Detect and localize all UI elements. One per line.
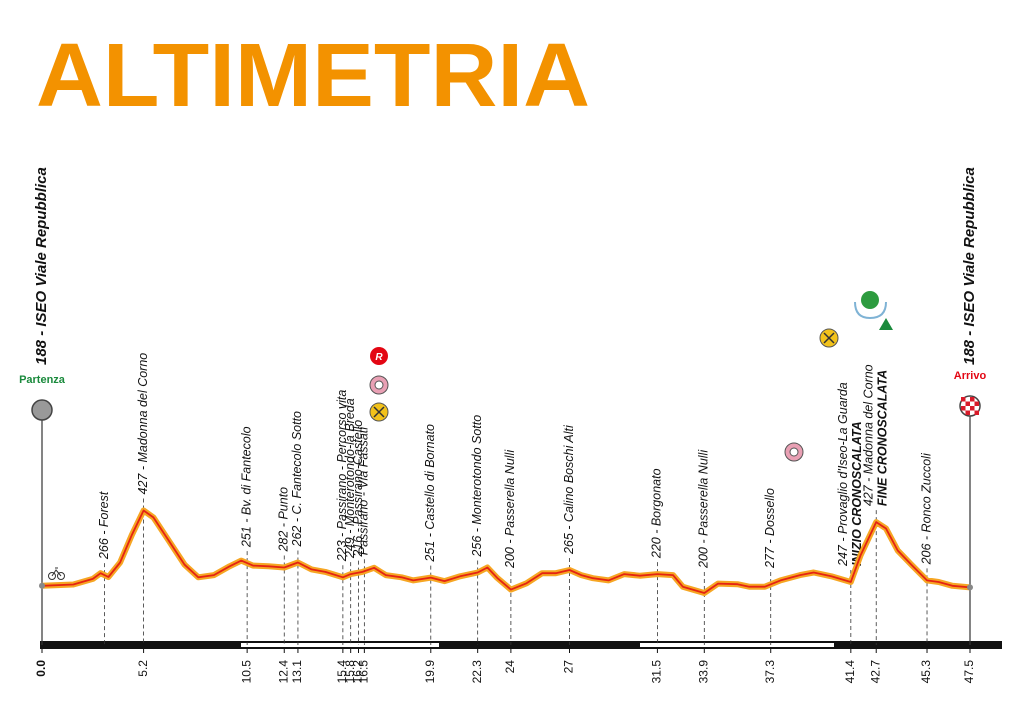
- waypoint-label: 277 - Dossello: [763, 488, 777, 569]
- waypoint-label: 256 - Monterotondo Sotto: [470, 415, 484, 558]
- checker: [961, 397, 966, 402]
- profile-end: [967, 584, 973, 591]
- x-tick-label: 15.8: [343, 660, 357, 684]
- x-tick-label: 15.4: [335, 660, 349, 684]
- x-tick-label: 10.5: [239, 660, 253, 684]
- checker: [961, 406, 966, 411]
- endpoint-label: 188 - ISEO Viale Repubblica: [961, 167, 978, 365]
- waypoint-label: 265 - Calino Boschi Alti: [562, 424, 576, 555]
- checker: [970, 406, 975, 411]
- x-tick-label: 37.3: [763, 660, 777, 684]
- x-tick-label: 12.4: [276, 660, 290, 684]
- svg-text:R: R: [375, 352, 383, 363]
- waypoint-label: 220 - Borgonato: [650, 468, 664, 559]
- waypoint-label: 223 - Passirano - Percorso vita: [335, 390, 349, 563]
- profile-end: [39, 582, 45, 589]
- endpoint-tag: Partenza: [19, 374, 66, 386]
- waypoint-label: 262 - C. Fantecolo Sotto: [290, 411, 304, 548]
- chart-title: ALTIMETRIA: [36, 26, 590, 126]
- x-tick-label: 41.4: [843, 660, 857, 684]
- waypoint-label: 249 - Monterotondo-la Breda: [343, 398, 357, 559]
- x-tick-label: 42.7: [868, 660, 882, 684]
- waypoint-label: 200 - Passerella Nulli: [697, 449, 711, 569]
- x-tick-label: 27: [562, 660, 576, 674]
- x-tick-label: 0.0: [34, 660, 48, 677]
- x-tick-label: 24: [503, 660, 517, 674]
- x-tick-label: 33.9: [696, 660, 710, 684]
- waypoint-label: 216 - Passirano-Castello: [351, 420, 365, 558]
- x-tick-label: 13.1: [290, 660, 304, 684]
- x-tick-label: 31.5: [650, 660, 664, 684]
- endpoint-marker: [31, 399, 53, 421]
- x-tick-label: 16.5: [357, 660, 371, 684]
- waypoint-label: 251 - Castello di Bornato: [423, 424, 437, 563]
- profile-line: [41, 509, 971, 594]
- endpoint-tag: Arrivo: [954, 370, 987, 382]
- waypoint-label: 247 - Provaglio d'Iseo-La Guarda: [836, 382, 850, 567]
- waypoint-label: Passirano - Via Fassati: [357, 426, 371, 556]
- waypoint-label: 282 - Punto: [277, 487, 291, 553]
- checker: [974, 410, 979, 415]
- waypoint-label: 251 - Bv. di Fantecolo: [239, 426, 253, 548]
- waypoint-note: INIZIO CRONOSCALATA: [850, 421, 864, 566]
- checker: [970, 397, 975, 402]
- waypoint-note: FINE CRONOSCALATA: [876, 370, 890, 506]
- checker: [965, 410, 970, 415]
- x-tick-label: 47.5: [962, 660, 976, 684]
- base-bar: [40, 641, 1002, 649]
- waypoint-label: 427 - Madonna del Corno: [862, 364, 876, 506]
- x-tick-label: 5.2: [136, 660, 150, 677]
- x-tick-label: 16.2: [351, 660, 365, 684]
- waypoint-label: 266 - Forest: [97, 491, 111, 560]
- endpoint-label: 188 - ISEO Viale Repubblica: [33, 167, 50, 365]
- x-tick-label: 19.9: [423, 660, 437, 684]
- waypoint-label: 200 - Passerella Nulli: [503, 449, 517, 569]
- checker: [974, 401, 979, 406]
- checker: [965, 401, 970, 406]
- icons: R: [48, 291, 893, 580]
- waypoint-label: 427 - Madonna del Corno: [136, 353, 150, 495]
- waypoint-label: 206 - Ronco Zuccoli: [919, 452, 933, 565]
- x-tick-label: 22.3: [470, 660, 484, 684]
- x-tick-label: 45.3: [919, 660, 933, 684]
